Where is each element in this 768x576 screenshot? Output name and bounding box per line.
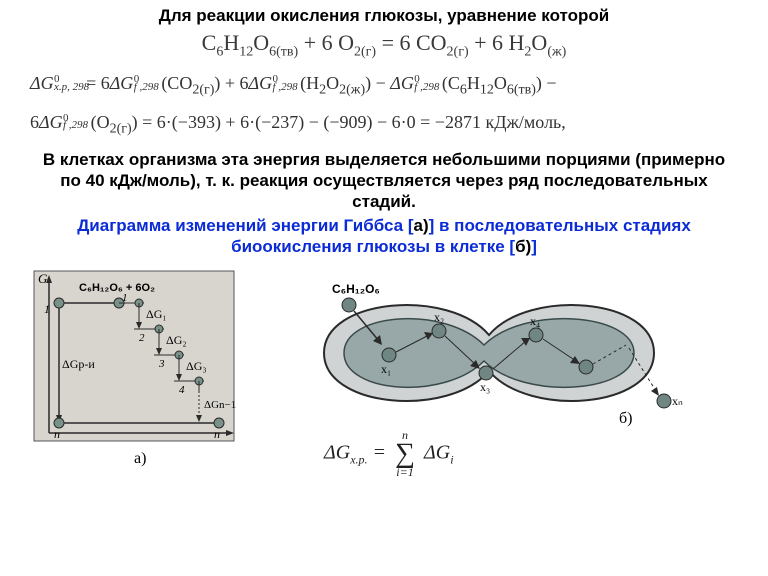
svg-text:ΔG₁: ΔG₁ — [146, 307, 167, 321]
g-axis-label: G — [38, 271, 48, 286]
svg-text:ΔGn−1: ΔGn−1 — [204, 399, 236, 411]
summation-formula: ΔGх.р. = n∑i=1 ΔGi — [324, 440, 454, 468]
svg-text:n: n — [54, 427, 60, 441]
svg-text:C₆H₁₂O₆: C₆H₁₂O₆ — [332, 282, 380, 296]
svg-text:ΔG₂: ΔG₂ — [166, 333, 187, 347]
figure-b: C₆H₁₂O₆ x₁ x₂ x₃ x₄ xₙ б) ΔGх.р. = n∑i=1… — [254, 263, 744, 478]
gibbs-derivation: ΔG0x.p, 298 = 6ΔG0f ,298(CO2(г)) + 6ΔG0f… — [0, 66, 768, 146]
fig-a-caption: a) — [134, 450, 146, 467]
svg-text:x₁: x₁ — [381, 362, 391, 376]
svg-text:xₙ: xₙ — [672, 394, 683, 408]
explanation-paragraph: В клетках организма эта энергия выделяет… — [0, 147, 768, 215]
svg-text:1: 1 — [122, 292, 128, 304]
svg-text:x₄: x₄ — [530, 314, 540, 328]
svg-text:x₂: x₂ — [434, 310, 444, 324]
fig-b-caption: б) — [619, 410, 632, 427]
svg-text:2: 2 — [139, 332, 145, 344]
svg-text:ΔGр-и: ΔGр-и — [62, 357, 95, 371]
main-chemical-equation: C6H12O6(тв) + 6 O2(г) = 6 CO2(г) + 6 H2O… — [0, 28, 768, 66]
svg-text:n: n — [214, 427, 220, 441]
svg-text:4: 4 — [179, 384, 185, 396]
svg-text:1: 1 — [44, 302, 50, 316]
heading-text: Для реакции окисления глюкозы, уравнение… — [0, 0, 768, 28]
diagram-caption: Диаграмма изменений энергии Гиббса [а)] … — [0, 215, 768, 264]
top-formula: C₆H₁₂O₆ + 6O₂ — [79, 282, 155, 294]
svg-text:x₃: x₃ — [480, 380, 490, 394]
svg-text:ΔG₃: ΔG₃ — [186, 359, 207, 373]
svg-text:3: 3 — [158, 358, 165, 370]
figure-a: G C₆H₁₂O₆ + 6O₂ 1 ΔGр-и n n 1 ΔG₁ — [24, 263, 254, 478]
